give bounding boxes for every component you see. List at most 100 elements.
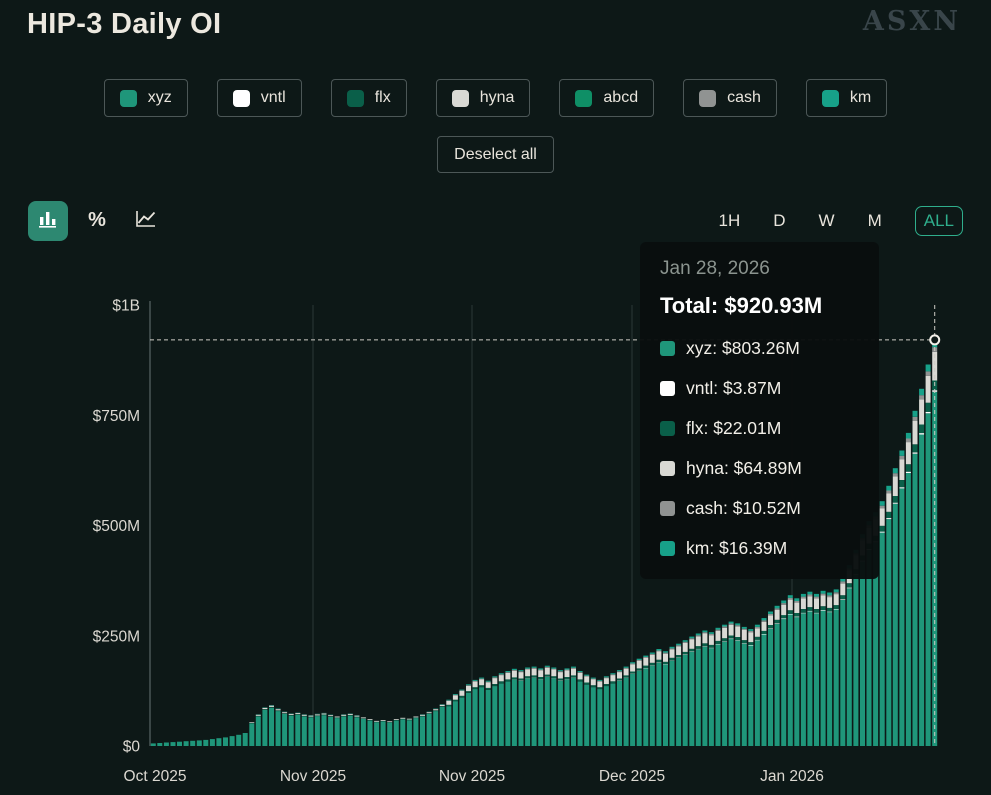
chart-bar[interactable] [590, 677, 596, 746]
chart-bar[interactable] [636, 658, 642, 746]
chart-bar[interactable] [170, 742, 176, 746]
chart-bar[interactable] [249, 722, 255, 746]
chart-bar[interactable] [492, 676, 498, 746]
chart-bar[interactable] [603, 676, 609, 746]
token-filter-abcd[interactable]: abcd [559, 79, 655, 117]
chart-bar[interactable] [157, 743, 163, 746]
token-filter-hyna[interactable]: hyna [435, 79, 531, 117]
chart-bar[interactable] [472, 679, 478, 746]
chart-bar[interactable] [610, 673, 616, 746]
chart-bar[interactable] [347, 713, 353, 746]
token-filter-cash[interactable]: cash [683, 79, 777, 117]
chart-bar[interactable] [781, 600, 787, 747]
deselect-all-button[interactable]: Deselect all [437, 136, 554, 173]
chart-bar[interactable] [203, 739, 209, 746]
chart-bar[interactable] [840, 578, 846, 746]
chart-bar[interactable] [288, 713, 294, 746]
bar-chart-view-button[interactable] [28, 200, 68, 241]
time-range-w[interactable]: W [818, 210, 835, 230]
chart-bar[interactable] [912, 410, 918, 746]
percent-view-button[interactable]: % [77, 201, 117, 241]
chart-bar[interactable] [223, 737, 228, 746]
chart-bar[interactable] [643, 655, 649, 746]
chart-bar[interactable] [676, 643, 682, 746]
chart-bar[interactable] [728, 621, 734, 746]
chart-bar[interactable] [630, 662, 636, 746]
chart-bar[interactable] [695, 633, 701, 747]
chart-bar[interactable] [525, 667, 531, 747]
chart-bar[interactable] [367, 719, 373, 746]
chart-bar[interactable] [433, 708, 439, 747]
chart-bar[interactable] [196, 740, 202, 746]
chart-bar[interactable] [511, 668, 517, 746]
chart-bar[interactable] [282, 711, 288, 746]
chart-bar[interactable] [387, 721, 393, 746]
chart-bar[interactable] [919, 388, 925, 746]
chart-bar[interactable] [255, 714, 261, 746]
chart-bar[interactable] [597, 679, 603, 746]
chart-bar[interactable] [341, 714, 347, 746]
chart-bar[interactable] [722, 624, 728, 746]
chart-bar[interactable] [308, 715, 314, 746]
chart-bar[interactable] [301, 714, 307, 746]
chart-bar[interactable] [617, 670, 622, 746]
chart-bar[interactable] [334, 716, 340, 747]
chart-bar[interactable] [669, 646, 675, 746]
chart-bar[interactable] [584, 674, 590, 746]
chart-bar[interactable] [328, 714, 334, 746]
chart-bar[interactable] [190, 740, 196, 746]
chart-bar[interactable] [879, 501, 885, 746]
chart-bar[interactable] [656, 649, 662, 746]
chart-bar[interactable] [794, 598, 800, 746]
chart-bar[interactable] [269, 705, 274, 746]
token-filter-flx[interactable]: flx [330, 79, 407, 117]
chart-bar[interactable] [774, 605, 780, 746]
chart-bar[interactable] [682, 640, 688, 746]
chart-bar[interactable] [564, 668, 570, 746]
chart-bar[interactable] [275, 708, 281, 747]
chart-bar[interactable] [768, 611, 773, 747]
token-filter-km[interactable]: km [805, 79, 888, 117]
chart-bar[interactable] [485, 680, 491, 746]
chart-bar[interactable] [708, 632, 714, 746]
chart-bar[interactable] [702, 630, 708, 747]
chart-bar[interactable] [452, 694, 458, 746]
chart-bar[interactable] [715, 627, 721, 746]
chart-bar[interactable] [623, 666, 629, 746]
chart-bar[interactable] [406, 718, 412, 746]
chart-bar[interactable] [531, 666, 537, 746]
chart-bar[interactable] [505, 671, 511, 746]
chart-bar[interactable] [209, 739, 215, 746]
chart-bar[interactable] [761, 618, 767, 746]
chart-bar[interactable] [439, 704, 445, 746]
chart-bar[interactable] [820, 590, 826, 746]
chart-bar[interactable] [538, 668, 544, 746]
chart-bar[interactable] [899, 450, 905, 747]
crosshair-marker[interactable] [929, 334, 941, 346]
chart-bar[interactable] [354, 715, 360, 746]
chart-bar[interactable] [663, 651, 668, 746]
chart-bar[interactable] [446, 699, 452, 746]
chart-bar[interactable] [754, 624, 760, 746]
chart-bar[interactable] [498, 673, 504, 746]
chart-bar[interactable] [150, 743, 156, 746]
chart-bar[interactable] [163, 742, 169, 747]
chart-bar[interactable] [853, 549, 859, 746]
chart-bar[interactable] [741, 626, 747, 746]
chart-bar[interactable] [413, 716, 419, 747]
chart-bar[interactable] [925, 364, 931, 747]
chart-bar[interactable] [229, 736, 235, 746]
chart-bar[interactable] [886, 485, 892, 746]
chart-bar[interactable] [183, 741, 189, 746]
chart-bar[interactable] [262, 707, 268, 746]
chart-bar[interactable] [216, 738, 222, 746]
chart-bar[interactable] [380, 720, 386, 746]
time-range-m[interactable]: M [867, 210, 882, 230]
chart-bar[interactable] [314, 713, 320, 746]
chart-bar[interactable] [374, 720, 380, 746]
chart-bar[interactable] [689, 636, 695, 746]
chart-bar[interactable] [551, 667, 557, 747]
chart-bar[interactable] [892, 468, 898, 746]
chart-bar[interactable] [242, 733, 248, 746]
token-filter-xyz[interactable]: xyz [103, 79, 188, 117]
